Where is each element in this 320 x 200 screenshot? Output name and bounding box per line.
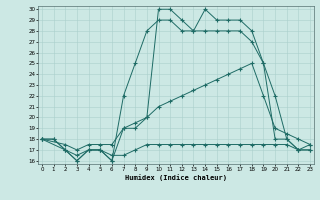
X-axis label: Humidex (Indice chaleur): Humidex (Indice chaleur) (125, 174, 227, 181)
